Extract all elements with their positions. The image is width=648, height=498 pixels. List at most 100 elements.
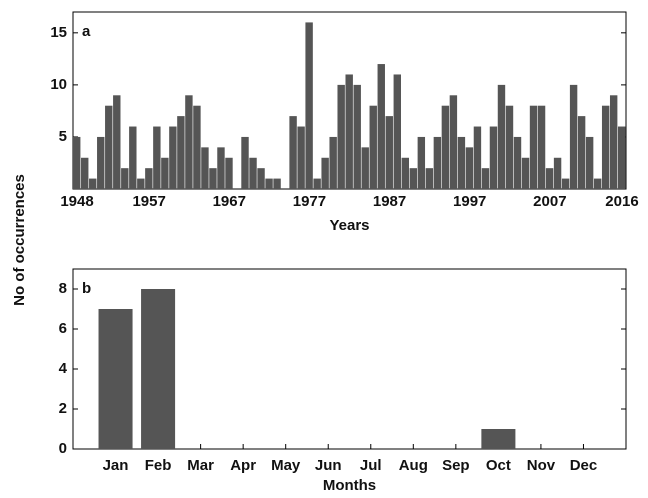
x-tick-label: Dec [570,457,598,474]
y-tick-label: 6 [59,320,67,337]
x-tick-label: Aug [399,457,428,474]
y-tick-label: 0 [59,440,67,457]
y-tick-label: 15 [50,24,67,41]
bar [577,116,586,189]
x-tick-label: Feb [145,457,172,474]
y-axis-label: No of occurrences [11,174,28,306]
bar [321,157,329,189]
bar [513,136,522,189]
x-tick-label: Oct [486,457,511,474]
bar [569,84,578,189]
bar [361,147,369,189]
x-tick-label: 1977 [293,193,326,210]
bar [529,105,538,189]
bar [73,136,81,189]
bar [473,126,482,189]
bar [313,178,321,189]
x-tick-label: 2016 [605,193,638,210]
bar [113,95,121,189]
x-tick-label: Jan [103,457,129,474]
bar [393,74,401,189]
x-tick-label: Apr [230,457,256,474]
bar [297,126,305,189]
panel-label: a [82,23,91,40]
x-tick-label: 1987 [373,193,406,210]
bar [617,126,626,189]
bar [98,309,133,449]
x-tick-label: 1957 [132,193,165,210]
bar [545,168,554,189]
bar [241,136,249,189]
bar [417,136,426,189]
bar [489,126,498,189]
bar [337,84,345,189]
bar [345,74,353,189]
bar [465,147,474,189]
bar [265,178,273,189]
bar [225,157,233,189]
y-tick-label: 2 [59,400,67,417]
bar [257,168,265,189]
bar [481,429,516,449]
bar [161,157,169,189]
bar [169,126,177,189]
bar [553,157,562,189]
bar [305,22,313,190]
bar [177,116,185,189]
y-tick-label: 5 [59,128,67,145]
bar [201,147,209,189]
bar [601,105,610,189]
bar [521,157,530,189]
bar [369,105,377,189]
bar [217,147,225,189]
bar [121,168,129,189]
x-axis-label: Months [323,477,376,493]
x-tick-label: Jun [315,457,342,474]
x-tick-label: Jul [360,457,382,474]
x-tick-label: Sep [442,457,470,474]
bar [401,157,410,189]
bar [449,95,458,189]
bar [457,136,466,189]
bar [441,105,450,189]
y-tick-label: 8 [59,280,67,297]
bar [105,105,113,189]
bar [385,116,393,189]
bar [141,289,176,449]
y-tick-label: 10 [50,76,67,93]
bar [273,178,281,189]
bar [561,178,570,189]
y-tick-label: 4 [59,360,68,377]
x-tick-label: 1967 [213,193,246,210]
bar [593,178,602,189]
x-tick-label: 1948 [60,193,93,210]
bar [425,168,434,189]
bar [185,95,193,189]
bar [193,105,201,189]
bar [609,95,618,189]
bar [329,136,337,189]
bar [409,168,418,189]
bar [249,157,257,189]
bar [209,168,217,189]
bar [137,178,145,189]
bar [81,157,89,189]
panel-label: b [82,280,91,297]
bar [497,84,506,189]
x-tick-label: May [271,457,301,474]
bar [505,105,514,189]
bar [129,126,137,189]
x-tick-label: 2007 [533,193,566,210]
bar [153,126,161,189]
bar [433,136,442,189]
bar [89,178,97,189]
plot-frame [72,268,627,450]
x-tick-label: Mar [187,457,214,474]
x-tick-label: Nov [527,457,556,474]
bar [377,64,385,189]
x-tick-label: 1997 [453,193,486,210]
bar [537,105,546,189]
bar [585,136,594,189]
bar [481,168,490,189]
